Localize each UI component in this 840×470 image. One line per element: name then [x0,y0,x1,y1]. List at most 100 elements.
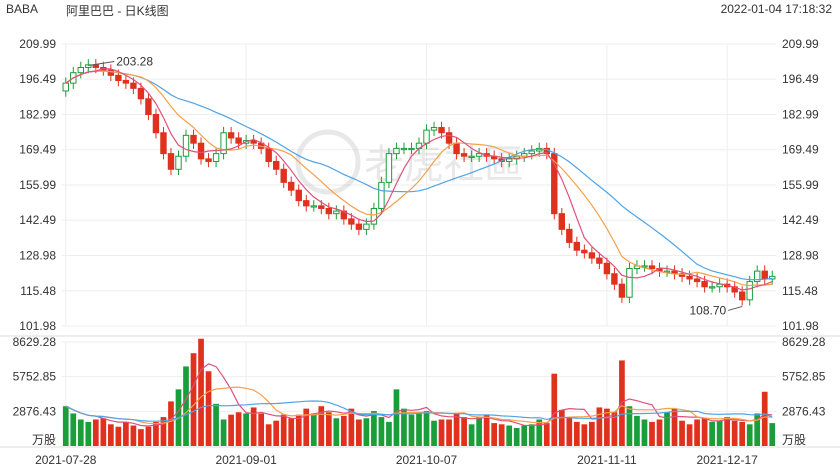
volume-ma5-line [65,363,773,427]
volume-bar [92,419,99,446]
candle [430,127,438,131]
volume-unit-right: 万股 [782,433,806,447]
price-tick-label-right: 155.99 [782,178,819,192]
chart-title: 阿里巴巴 - 日K线图 [66,4,169,18]
volume-bar [371,411,377,446]
price-tick-label-right: 209.99 [782,37,819,51]
candle [115,74,122,82]
watermark: 老虎社區 [295,129,524,195]
candle [122,80,130,84]
volume-bar [709,421,715,446]
price-tick-label-right: 142.49 [782,213,819,227]
volume-bar [325,412,332,446]
volume-bar [123,421,129,446]
candle [272,160,280,170]
candle [197,142,205,160]
candle [746,281,753,301]
volume-bar [679,420,685,446]
candle [378,181,385,209]
volume-bar [85,421,92,446]
volume-tick-label-right: 5752.85 [782,370,826,384]
candle [265,147,272,162]
volume-bar [506,425,513,446]
volume-bar [265,424,272,446]
volume-bar [198,338,204,446]
candle [423,129,430,144]
candle [325,207,333,215]
volume-bar [183,366,189,446]
volume-bar [416,413,422,446]
volume-bar [498,424,505,446]
candle [250,140,257,144]
volume-bar [273,420,280,446]
grid-lines [0,43,840,448]
date-tick-label: 2021-09-01 [215,453,277,467]
price-tick-label-right: 101.98 [782,319,819,333]
price-tick-label-left: 169.49 [19,143,56,157]
volume-bar [716,420,723,446]
volume-bar [543,423,550,446]
low-marker-line [728,305,743,311]
volume-bar [694,419,700,446]
volume-bar [453,413,460,446]
price-tick-label-left: 182.99 [19,107,56,121]
candle [167,153,175,170]
high-marker-line [88,61,115,67]
volume-bar [611,412,618,446]
volume-bar [70,413,77,446]
candle [566,228,573,243]
candle [686,275,693,280]
candle [370,207,378,225]
date-tick-label: 2021-10-07 [396,453,458,467]
candle [648,265,656,270]
volume-bar [408,414,415,446]
volume-bar [205,371,212,446]
candle [295,189,302,202]
volume-bar [145,426,152,446]
volume-bar [280,414,287,446]
candle [385,153,393,183]
volume-bar [536,419,543,446]
volume-bar [168,401,174,446]
candle [303,200,310,207]
candle [754,270,761,283]
candle [558,213,566,230]
ma5-line [65,67,773,291]
volume-unit-left: 万股 [32,433,56,447]
candle [107,69,115,76]
volume-bar [77,419,84,446]
volume-bar [641,419,648,446]
volume-bar [295,414,302,446]
candle [505,158,513,162]
volume-bar [310,413,317,446]
candle [62,82,69,92]
candle [551,153,558,215]
volume-bar [724,417,731,446]
volume-bar [483,414,490,446]
candle [573,241,581,251]
candle [190,134,197,144]
volume-bar [701,418,708,446]
volume-bar [769,423,776,446]
volume-bar [190,353,197,446]
candle [475,153,483,157]
candle [761,270,768,280]
volume-bar [423,411,430,446]
volume-bar [596,407,603,446]
candle [626,268,633,298]
volume-bar [581,424,588,446]
candle [693,278,701,283]
price-tick-label-left: 128.98 [19,249,56,263]
price-tick-label-right: 169.49 [782,143,819,157]
volume-bar [235,412,242,446]
candle [333,210,340,215]
price-tick-label-right: 128.98 [782,249,819,263]
candle [769,275,776,280]
candle [596,257,603,264]
volume-bar [461,417,467,446]
volume-bar [589,421,595,446]
volume-bar [754,413,761,446]
candles [62,59,776,306]
volume-bar [656,419,663,446]
